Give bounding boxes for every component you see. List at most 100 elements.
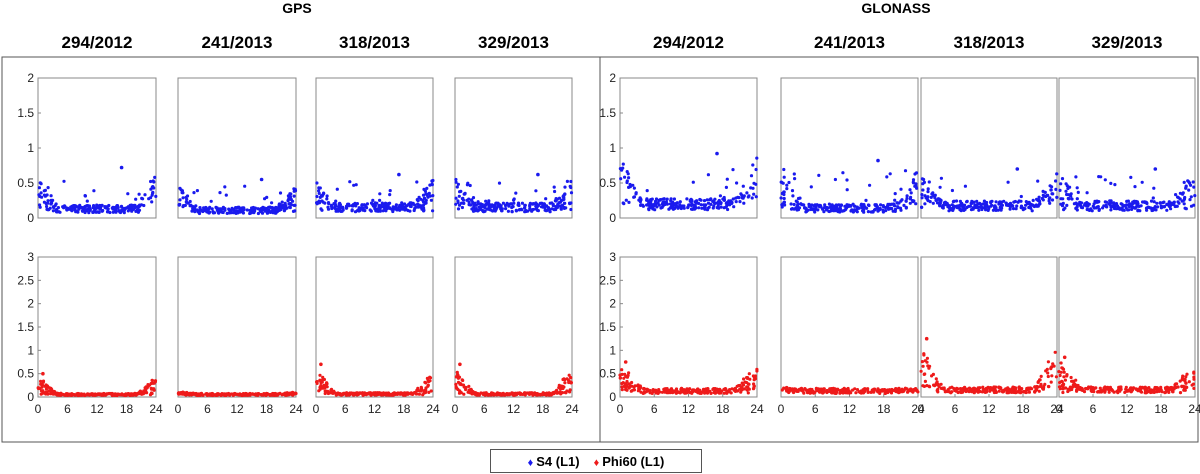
phi60-point — [1125, 389, 1129, 393]
x-tick-label: 18 — [1016, 402, 1030, 416]
phi60-point — [812, 391, 816, 395]
phi60-point — [130, 393, 134, 397]
phi60-point — [102, 391, 106, 396]
s4-point — [792, 172, 796, 176]
phi60-point — [782, 386, 786, 390]
s4-point — [1085, 191, 1089, 195]
phi60-point — [642, 390, 646, 394]
phi60-point — [219, 393, 223, 397]
phi60-point — [871, 388, 875, 392]
phi60-point — [651, 388, 655, 392]
s4-point — [357, 209, 361, 213]
s4-point — [920, 193, 924, 197]
phi60-point — [44, 387, 49, 391]
phi60-point — [963, 385, 967, 389]
s4-point — [737, 196, 741, 200]
s4-point — [1079, 201, 1084, 205]
s4-point — [400, 201, 404, 205]
s4-point — [1085, 204, 1089, 208]
phi60-point — [623, 382, 627, 386]
s4-point — [471, 201, 475, 205]
phi60-point — [1075, 385, 1079, 389]
phi60-point — [36, 386, 41, 391]
s4-point — [1193, 194, 1197, 198]
s4-point — [360, 203, 364, 207]
phi60-point — [980, 390, 985, 394]
s4-point — [1109, 200, 1113, 205]
s4-point — [994, 207, 998, 211]
phi60-point — [1061, 390, 1065, 395]
phi60-point — [69, 393, 73, 397]
phi60-point — [1143, 385, 1147, 389]
s4-point — [622, 202, 626, 206]
s4-point — [885, 175, 889, 179]
phi60-point — [1119, 385, 1123, 389]
s4-point — [796, 202, 800, 206]
phi60-point — [836, 387, 840, 391]
s4-point — [517, 203, 521, 208]
s4-point — [544, 197, 548, 201]
s4-point — [417, 195, 421, 199]
s4-point — [791, 194, 795, 198]
s4-point — [698, 197, 702, 202]
s4-point — [867, 203, 871, 208]
s4-point — [1019, 199, 1023, 203]
s4-point — [66, 206, 70, 210]
s4-point — [655, 205, 659, 209]
phi60-point — [941, 386, 945, 390]
phi60-point — [118, 393, 122, 397]
s4-point — [941, 206, 945, 210]
phi60-point — [461, 383, 466, 387]
x-tick-label: 12 — [368, 402, 382, 416]
s4-point — [49, 194, 53, 198]
s4-point — [921, 188, 925, 192]
s4-point — [46, 199, 50, 203]
phi60-point — [318, 373, 322, 377]
s4-point — [122, 207, 126, 211]
s4-point — [1109, 208, 1113, 212]
phi60-point — [709, 391, 713, 395]
s4-point — [1145, 208, 1149, 212]
x-tick-label: 12 — [230, 402, 244, 416]
s4-point — [709, 202, 713, 206]
x-tick-label: 0 — [313, 402, 320, 416]
phi60-point — [1181, 374, 1185, 378]
s4-point — [365, 202, 369, 206]
s4-point — [703, 204, 707, 209]
s4-point — [456, 207, 461, 211]
s4-point — [702, 199, 707, 203]
phi60-point — [620, 388, 624, 392]
phi60-point — [688, 387, 692, 391]
phi60-point — [623, 372, 627, 376]
s4-point — [317, 199, 321, 203]
s4-point — [393, 206, 397, 211]
s4-point — [672, 197, 677, 201]
phi60-point — [986, 386, 990, 390]
phi60-point — [321, 378, 325, 382]
phi60-point — [1064, 386, 1068, 390]
s4-point — [383, 207, 387, 211]
s4-point — [669, 197, 673, 201]
s4-point — [1014, 207, 1018, 211]
s4-point — [623, 175, 627, 179]
s4-point — [136, 210, 140, 214]
s4-point — [204, 205, 208, 210]
s4-point — [731, 168, 735, 172]
s4-point — [662, 197, 666, 201]
s4-point — [487, 201, 491, 205]
y-tick-label: 0.5 — [599, 176, 616, 190]
phi60-point — [972, 386, 976, 390]
s4-point — [931, 201, 935, 205]
s4-point — [937, 201, 941, 205]
s4-point — [51, 209, 56, 213]
phi60-point — [1069, 375, 1073, 380]
y-tick-label: 2.5 — [599, 273, 616, 287]
s4-point — [215, 206, 219, 210]
s4-point — [92, 189, 96, 193]
phi60-point — [107, 391, 111, 396]
s4-point — [277, 202, 281, 206]
s4-point — [740, 193, 744, 197]
phi60-point — [41, 391, 45, 395]
s4-point — [1192, 185, 1196, 189]
